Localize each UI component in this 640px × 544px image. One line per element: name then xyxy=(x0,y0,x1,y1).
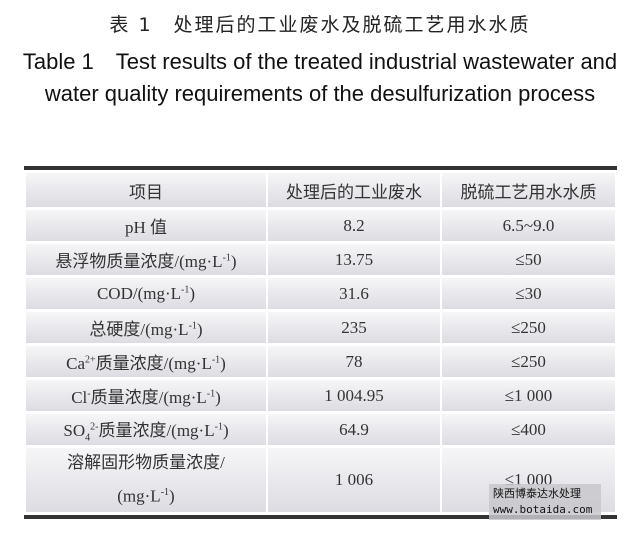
header-row: 项目 处理后的工业废水 脱硫工艺用水水质 xyxy=(26,173,615,207)
row-label: pH 值 xyxy=(26,210,266,241)
subscript: 4 xyxy=(85,432,91,444)
label-text: 质量浓度/(mg·L xyxy=(98,420,215,440)
requirement-value: ≤50 xyxy=(442,244,615,275)
unit-exponent: -1 xyxy=(214,421,223,433)
label-text: COD/(mg·L xyxy=(96,283,182,303)
requirement-value: ≤30 xyxy=(442,278,615,309)
requirement-value: ≤250 xyxy=(442,346,615,377)
row-label: SO42-质量浓度/(mg·L-1) xyxy=(26,414,266,445)
ion-charge: 2- xyxy=(90,421,99,433)
caption-chinese: 表 1 处理后的工业废水及脱硫工艺用水水质 xyxy=(109,14,531,36)
row-label: 总硬度/(mg·L-1) xyxy=(26,312,266,343)
table-row: 悬浮物质量浓度/(mg·L-1) 13.75 ≤50 xyxy=(26,244,615,275)
treated-value: 31.6 xyxy=(268,278,440,309)
label-text: Ca xyxy=(66,354,86,373)
treated-value: 1 004.95 xyxy=(268,380,440,411)
label-text: 质量浓度/(mg·L xyxy=(95,354,212,373)
row-label: Ca2+质量浓度/(mg·L-1) xyxy=(26,346,266,377)
row-label: COD/(mg·L-1) xyxy=(26,278,266,309)
unit-exponent: -1 xyxy=(206,388,216,400)
ion-charge: 2+ xyxy=(85,354,96,366)
label-text: 总硬度/(mg·L xyxy=(89,320,189,339)
treated-value: 235 xyxy=(268,312,440,343)
requirement-value: ≤400 xyxy=(442,414,615,445)
unit-exponent: -1 xyxy=(222,252,231,264)
requirement-value: ≤250 xyxy=(442,312,615,343)
table-row: Ca2+质量浓度/(mg·L-1) 78 ≤250 xyxy=(26,346,615,377)
unit-exponent: -1 xyxy=(211,354,221,366)
row-label: 溶解固形物质量浓度/(mg·L-1) xyxy=(26,448,266,512)
watermark-name: 陕西博泰达水处理 xyxy=(493,487,581,500)
label-text: 溶解固形物质量浓度/ xyxy=(67,453,225,472)
table-row: pH 值 8.2 6.5~9.0 xyxy=(26,210,615,241)
row-label: Cl-质量浓度/(mg·L-1) xyxy=(26,380,266,411)
table-row: COD/(mg·L-1) 31.6 ≤30 xyxy=(26,278,615,309)
label-text: Cl xyxy=(71,388,88,407)
watermark-url: www.botaida.com xyxy=(493,503,593,516)
label-text: SO xyxy=(63,420,86,440)
header-treated: 处理后的工业废水 xyxy=(268,173,440,207)
table-row: 溶解固形物质量浓度/(mg·L-1) 1 006 ≤1 000 xyxy=(26,448,615,512)
header-item: 项目 xyxy=(26,173,266,207)
label-text: (mg·L xyxy=(117,486,161,506)
requirement-value: ≤1 000 xyxy=(442,380,615,411)
water-quality-table: 项目 处理后的工业废水 脱硫工艺用水水质 pH 值 8.2 6.5~9.0 悬浮… xyxy=(24,166,617,519)
treated-value: 78 xyxy=(268,346,440,377)
unit-exponent: -1 xyxy=(160,487,170,498)
treated-value: 1 006 xyxy=(268,448,440,512)
watermark: 陕西博泰达水处理 www.botaida.com xyxy=(489,484,601,520)
requirement-value: 6.5~9.0 xyxy=(442,210,615,241)
treated-value: 8.2 xyxy=(268,210,440,241)
treated-value: 64.9 xyxy=(268,414,440,445)
table-row: Cl-质量浓度/(mg·L-1) 1 004.95 ≤1 000 xyxy=(26,380,615,411)
header-requirement: 脱硫工艺用水水质 xyxy=(442,173,615,207)
unit-exponent: -1 xyxy=(181,283,190,295)
treated-value: 13.75 xyxy=(268,244,440,275)
caption-english: Table 1 Test results of the treated indu… xyxy=(22,49,618,106)
label-text: 悬浮物质量浓度/(mg·L xyxy=(55,252,223,271)
table-row: SO42-质量浓度/(mg·L-1) 64.9 ≤400 xyxy=(26,414,615,445)
row-label: 悬浮物质量浓度/(mg·L-1) xyxy=(26,244,266,275)
table-row: 总硬度/(mg·L-1) 235 ≤250 xyxy=(26,312,615,343)
unit-exponent: -1 xyxy=(188,320,197,332)
ion-charge: - xyxy=(87,388,91,400)
label-text: 质量浓度/(mg·L xyxy=(90,388,207,407)
